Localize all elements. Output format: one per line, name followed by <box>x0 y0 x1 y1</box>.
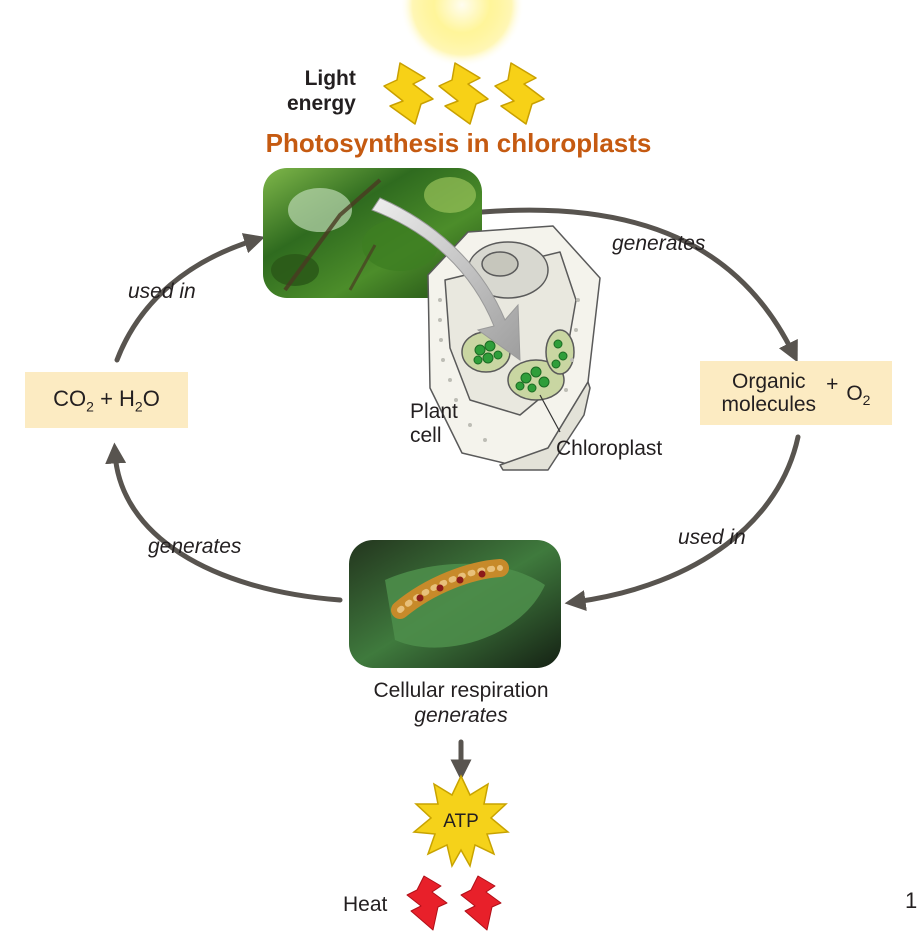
atp-label: ATP <box>443 811 479 832</box>
chloroplast-label: Chloroplast <box>556 437 663 460</box>
arc-label-used-in-top-left: used in <box>128 280 196 303</box>
page-title: Photosynthesis in chloroplasts <box>265 128 652 158</box>
chloroplast-icon <box>473 339 568 393</box>
caterpillar-image <box>349 540 561 668</box>
organic-label: Organic <box>732 369 806 393</box>
molecules-label: molecules <box>721 393 817 416</box>
arc-generates-bottom <box>105 442 343 603</box>
light-bolt-icons <box>383 62 545 125</box>
o2-label: O2 <box>846 381 871 409</box>
arc-generates-top <box>479 207 798 363</box>
heat-label: Heat <box>343 893 388 916</box>
arc-used-in-right <box>564 434 801 611</box>
sun-icon <box>400 0 524 67</box>
leaf-canopy-image <box>263 168 482 298</box>
arc-label-generates-top-right: generates <box>612 232 706 255</box>
arc-label-generates-bottom-left: generates <box>148 535 242 558</box>
arc-label-used-in-bottom-right: used in <box>678 526 746 549</box>
co2-h2o-box: CO2 + H2O <box>25 372 188 428</box>
page-number: 1 <box>905 888 917 913</box>
zoom-arrow <box>371 197 521 361</box>
energy-label: energy <box>287 92 356 116</box>
light-label: Light <box>304 67 356 90</box>
heat-bolt-icons <box>406 875 502 931</box>
plus-sign: + <box>826 373 839 396</box>
cellular-respiration-label: Cellular respiration generates <box>373 679 549 728</box>
arc-used-in-left <box>114 233 266 363</box>
organic-molecules-o2-box: Organic molecules + O2 <box>700 361 892 425</box>
plant-cell-label: Plant cell <box>410 400 458 447</box>
atp-starburst-icon <box>412 774 510 869</box>
light-energy-label: Light energy <box>287 66 356 116</box>
co2-h2o-text: CO2 + H2O <box>53 385 160 415</box>
